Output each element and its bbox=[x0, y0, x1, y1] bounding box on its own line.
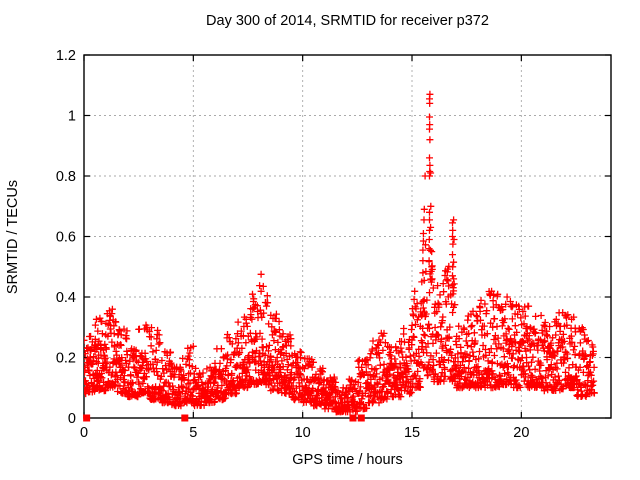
x-tick-label: 15 bbox=[404, 425, 420, 441]
x-tick-label: 20 bbox=[513, 425, 529, 441]
zero-flag-marker bbox=[83, 414, 91, 422]
chart-title: Day 300 of 2014, SRMTID for receiver p37… bbox=[206, 13, 489, 29]
x-tick-label: 5 bbox=[189, 425, 197, 441]
y-tick-label: 0.2 bbox=[56, 351, 76, 367]
data-points bbox=[84, 90, 598, 416]
zero-flag-marker bbox=[357, 414, 365, 422]
y-tick-label: 0.4 bbox=[56, 290, 76, 306]
zero-flag-marker bbox=[349, 414, 357, 422]
plot-border bbox=[83, 54, 612, 419]
y-tick-label: 1 bbox=[68, 109, 76, 125]
zero-flag-marker bbox=[181, 414, 189, 422]
y-tick-label: 0.8 bbox=[56, 169, 76, 185]
x-tick-label: 0 bbox=[80, 425, 88, 441]
y-tick-label: 0.6 bbox=[56, 230, 76, 246]
y-tick-label: 0 bbox=[68, 411, 76, 427]
y-tick-label: 1.2 bbox=[56, 48, 76, 64]
x-tick-label: 10 bbox=[295, 425, 311, 441]
x-axis-label: GPS time / hours bbox=[292, 452, 403, 468]
